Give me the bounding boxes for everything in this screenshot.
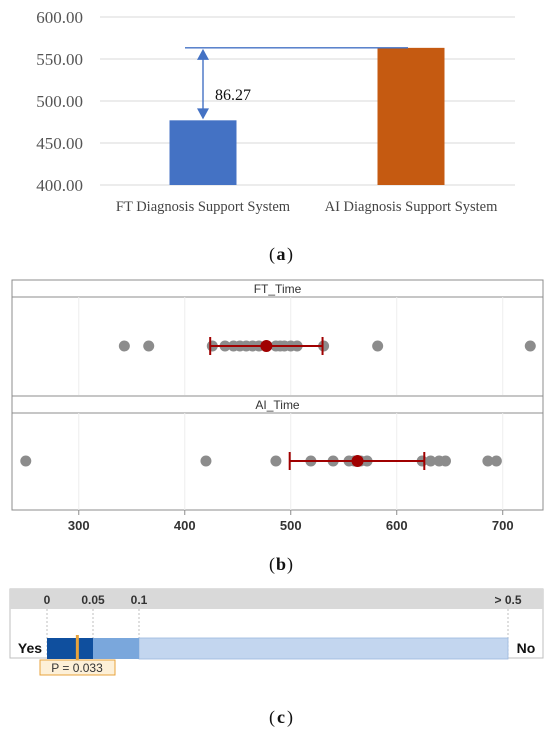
pvalue-label-box bbox=[39, 659, 116, 676]
data-point bbox=[482, 455, 494, 467]
caption-a: a bbox=[277, 244, 286, 264]
caption-c: c bbox=[277, 707, 285, 727]
data-point bbox=[439, 455, 451, 467]
panel-label: FT_Time bbox=[254, 282, 302, 296]
panel-header bbox=[11, 279, 544, 298]
pvalue-label: P = 0.033 bbox=[51, 661, 103, 675]
data-point bbox=[143, 340, 155, 352]
arrow-head-up bbox=[197, 48, 209, 60]
scale-label: 0.1 bbox=[131, 593, 148, 607]
yes-label: Yes bbox=[18, 640, 42, 656]
data-point bbox=[20, 455, 32, 467]
x-tick-label: 500 bbox=[280, 518, 302, 533]
scale-strip bbox=[10, 589, 543, 609]
data-point bbox=[372, 340, 384, 352]
x-tick-label: 600 bbox=[386, 518, 408, 533]
data-point bbox=[200, 455, 212, 467]
pvalue-zone-mid bbox=[93, 638, 139, 659]
caption-a-close: ) bbox=[287, 244, 293, 265]
arrow-head-down bbox=[197, 108, 209, 120]
bar-2 bbox=[377, 47, 445, 186]
panel-header bbox=[11, 395, 544, 414]
caption-c-open: ( bbox=[269, 707, 275, 728]
caption-b-close: ) bbox=[287, 554, 293, 575]
y-tick-label: 400.00 bbox=[36, 176, 83, 195]
difference-label: 86.27 bbox=[215, 87, 251, 104]
x-tick-label: 300 bbox=[68, 518, 90, 533]
mean-point bbox=[351, 455, 364, 467]
x-tick-label: 700 bbox=[492, 518, 514, 533]
data-point bbox=[318, 340, 330, 352]
data-point bbox=[524, 340, 536, 352]
y-tick-label: 450.00 bbox=[36, 134, 83, 153]
caption-b-open: ( bbox=[269, 554, 275, 575]
panel-label: AI_Time bbox=[255, 398, 300, 412]
pvalue-zone-high bbox=[138, 637, 509, 660]
scale-label: > 0.5 bbox=[494, 593, 521, 607]
data-point bbox=[270, 455, 282, 467]
y-tick-label: 550.00 bbox=[36, 50, 83, 69]
pvalue-zone-low bbox=[47, 638, 93, 659]
data-point bbox=[490, 455, 502, 467]
caption-b: b bbox=[276, 554, 286, 574]
data-point bbox=[425, 455, 437, 467]
y-tick-label: 600.00 bbox=[36, 8, 83, 27]
x-tick-label: AI Diagnosis Support System bbox=[325, 199, 499, 215]
data-point bbox=[118, 340, 130, 352]
caption-a-open: ( bbox=[269, 244, 275, 265]
x-tick-label: FT Diagnosis Support System bbox=[116, 199, 291, 215]
scale-label: 0.05 bbox=[81, 593, 105, 607]
no-label: No bbox=[517, 640, 536, 656]
scale-label: 0 bbox=[44, 593, 51, 607]
plot-frame bbox=[11, 279, 544, 511]
caption-c-close: ) bbox=[287, 707, 293, 728]
mean-point bbox=[260, 340, 273, 352]
y-tick-label: 500.00 bbox=[36, 92, 83, 111]
x-tick-label: 400 bbox=[174, 518, 196, 533]
bar-1 bbox=[169, 120, 237, 185]
